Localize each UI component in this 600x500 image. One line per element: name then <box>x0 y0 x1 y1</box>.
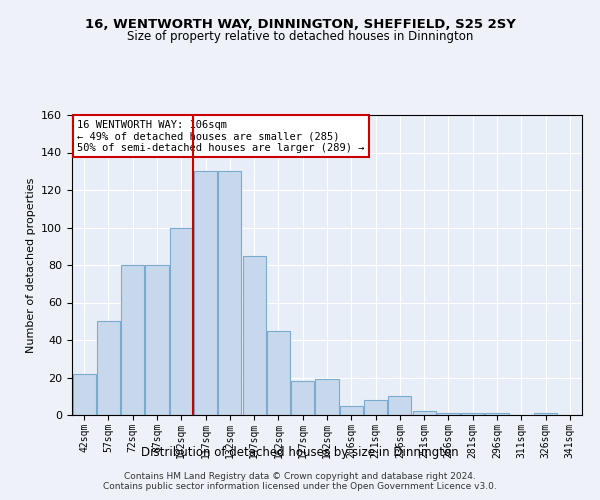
Bar <box>437 413 460 415</box>
Bar <box>267 330 290 415</box>
Bar <box>364 400 387 415</box>
Bar <box>461 413 484 415</box>
Text: Distribution of detached houses by size in Dinnington: Distribution of detached houses by size … <box>141 446 459 459</box>
Bar <box>194 171 217 415</box>
Text: 16 WENTWORTH WAY: 106sqm
← 49% of detached houses are smaller (285)
50% of semi-: 16 WENTWORTH WAY: 106sqm ← 49% of detach… <box>77 120 365 152</box>
Text: Size of property relative to detached houses in Dinnington: Size of property relative to detached ho… <box>127 30 473 43</box>
Bar <box>145 265 169 415</box>
Bar <box>291 381 314 415</box>
Bar <box>170 228 193 415</box>
Bar <box>413 411 436 415</box>
Text: 16, WENTWORTH WAY, DINNINGTON, SHEFFIELD, S25 2SY: 16, WENTWORTH WAY, DINNINGTON, SHEFFIELD… <box>85 18 515 30</box>
Bar <box>218 171 241 415</box>
Bar <box>485 413 509 415</box>
Bar <box>121 265 144 415</box>
Bar <box>534 413 557 415</box>
Bar <box>388 396 412 415</box>
Bar <box>340 406 363 415</box>
Text: Contains public sector information licensed under the Open Government Licence v3: Contains public sector information licen… <box>103 482 497 491</box>
Bar <box>316 380 338 415</box>
Bar <box>97 322 120 415</box>
Y-axis label: Number of detached properties: Number of detached properties <box>26 178 35 352</box>
Bar <box>242 256 266 415</box>
Bar <box>73 374 95 415</box>
Text: Contains HM Land Registry data © Crown copyright and database right 2024.: Contains HM Land Registry data © Crown c… <box>124 472 476 481</box>
